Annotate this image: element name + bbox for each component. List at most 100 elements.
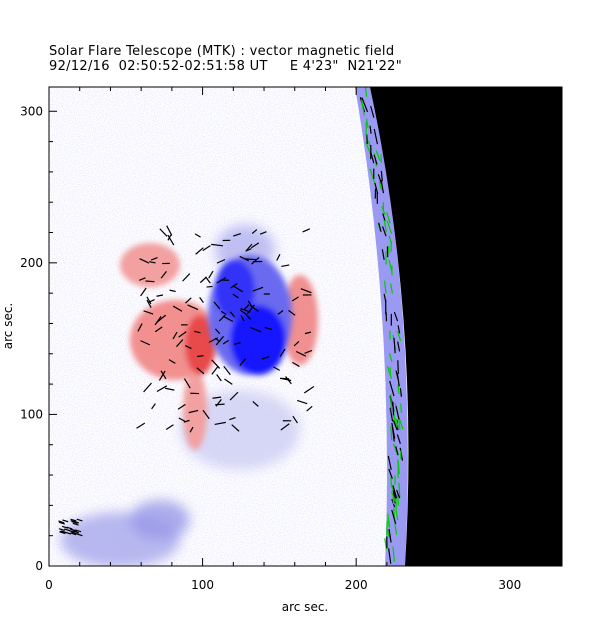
field-vector <box>58 528 65 532</box>
limb-vector <box>370 105 375 118</box>
field-vector <box>304 349 313 354</box>
field-vector <box>199 277 207 284</box>
field-vector <box>149 261 156 264</box>
field-vector <box>292 361 300 367</box>
field-vector <box>172 305 183 312</box>
field-vector <box>194 330 201 334</box>
limb-vector <box>390 477 393 487</box>
limb-vector <box>386 220 393 235</box>
field-vector <box>276 253 281 261</box>
field-vector <box>303 385 315 394</box>
field-vector <box>229 417 236 421</box>
field-vector <box>223 365 231 376</box>
field-vector <box>215 398 222 407</box>
limb-vector <box>375 150 381 161</box>
field-vector <box>215 335 224 346</box>
field-vector <box>143 382 152 393</box>
field-vector <box>273 366 280 371</box>
limb-vector <box>389 407 394 422</box>
field-vector <box>250 327 262 333</box>
field-vector <box>75 529 82 533</box>
field-vector <box>233 233 242 237</box>
field-vector <box>71 529 78 533</box>
field-vector <box>288 309 296 316</box>
field-vector <box>261 356 270 360</box>
limb-vector <box>369 125 372 134</box>
limb-vector <box>393 415 398 429</box>
field-vector <box>216 258 226 264</box>
field-vector <box>72 522 79 526</box>
limb-vector <box>397 494 399 506</box>
field-vector <box>231 424 240 432</box>
field-vector <box>165 387 175 391</box>
field-vector <box>59 530 66 534</box>
weak-negative-regions <box>60 225 300 566</box>
field-vector <box>251 257 260 265</box>
field-vector <box>62 519 69 523</box>
x-tick-label: 0 <box>45 578 53 592</box>
field-vector <box>146 296 152 305</box>
field-vector <box>139 277 146 281</box>
chart-title: Solar Flare Telescope (MTK) : vector mag… <box>49 44 395 59</box>
limb-vector <box>383 280 387 294</box>
field-vector <box>178 417 186 423</box>
limb-vector <box>395 446 399 456</box>
field-vector <box>295 350 307 357</box>
field-vector <box>214 328 221 335</box>
limb-vector <box>392 546 395 562</box>
x-tick-label: 300 <box>498 578 521 592</box>
field-vector <box>194 233 201 238</box>
field-vector <box>172 331 178 340</box>
limb-vector <box>361 97 369 113</box>
field-vector <box>145 280 155 283</box>
limb-vector <box>394 523 398 535</box>
limb-vector <box>380 170 383 182</box>
field-vector <box>206 285 213 288</box>
field-vector <box>211 365 219 375</box>
y-tick-label: 0 <box>35 559 43 573</box>
limb-vector <box>388 528 392 543</box>
axes: 0 100 200 300 0 100 200 300 <box>20 87 562 592</box>
field-vector <box>232 293 239 299</box>
field-vector <box>156 385 168 392</box>
field-vector <box>280 423 290 431</box>
field-vector <box>58 521 65 525</box>
field-vector <box>168 359 176 364</box>
field-vector <box>212 396 222 399</box>
field-vector <box>167 234 172 241</box>
field-vector <box>302 228 311 233</box>
field-vector <box>251 229 258 234</box>
field-vector <box>58 520 65 524</box>
limb-vector <box>361 99 365 116</box>
off-disk-region <box>370 87 562 566</box>
limb-vector <box>390 426 393 441</box>
field-vector <box>213 301 221 310</box>
limb-vector <box>392 486 398 499</box>
transverse-field-vectors <box>58 87 404 564</box>
field-vector <box>185 297 192 304</box>
limb-vector <box>377 174 383 185</box>
field-vector <box>70 532 77 536</box>
field-vector <box>216 374 222 382</box>
field-vector <box>281 264 290 267</box>
limb-vector <box>397 341 401 352</box>
limb-vector <box>374 182 379 195</box>
field-vector <box>159 228 168 237</box>
limb-vector <box>399 447 404 461</box>
limb-vector <box>397 459 400 469</box>
limb-vector <box>388 548 392 564</box>
field-vector <box>304 331 312 335</box>
limb-vector <box>381 226 387 237</box>
field-vector <box>240 315 245 322</box>
limb-vector <box>386 366 392 379</box>
limb-vector <box>388 468 393 479</box>
limb-vector <box>398 482 401 497</box>
limb-vector <box>365 118 369 129</box>
field-vector <box>195 247 204 255</box>
limb-vector <box>378 181 383 191</box>
y-axis-label: arc sec. <box>1 303 15 349</box>
field-vector <box>245 243 253 251</box>
field-vector <box>244 304 250 310</box>
limb-vector <box>395 418 399 428</box>
